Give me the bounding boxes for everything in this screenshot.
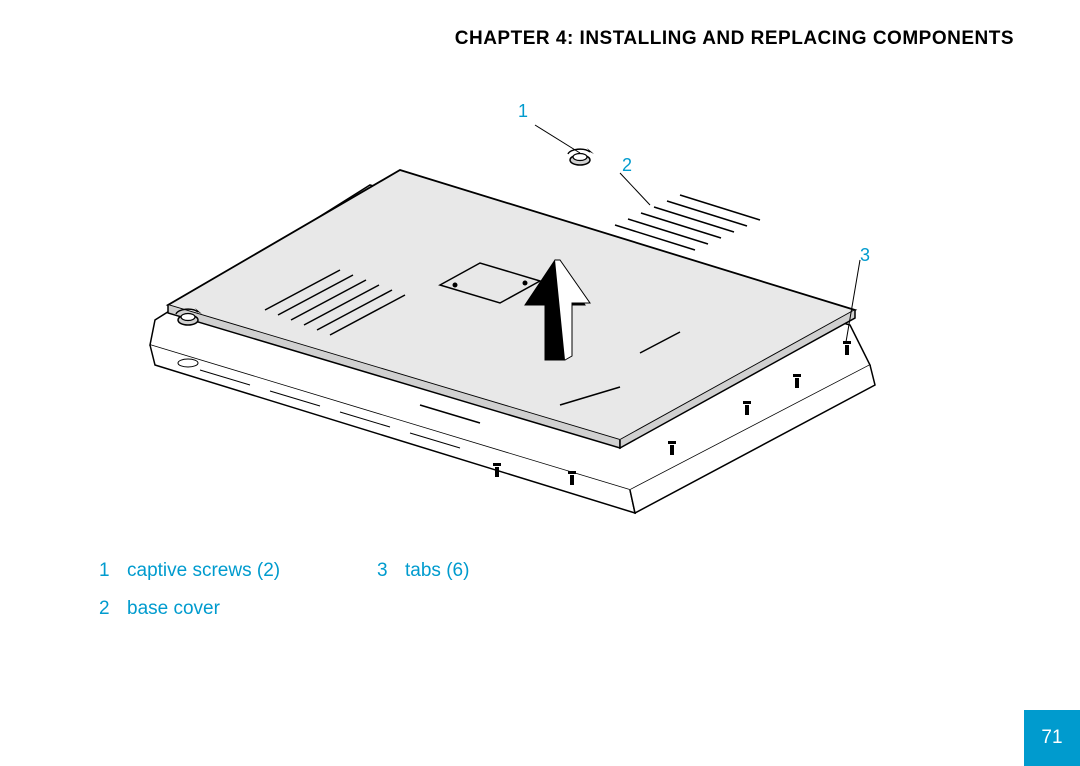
- legend-number: 1: [99, 553, 127, 589]
- legend-text: base cover: [127, 591, 377, 627]
- callout-1: 1: [518, 101, 528, 122]
- chapter-header: CHAPTER 4: INSTALLING AND REPLACING COMP…: [455, 28, 1014, 50]
- page-number: 71: [1041, 727, 1062, 749]
- legend-number: 3: [377, 553, 405, 589]
- captive-screw-icon: [568, 148, 594, 165]
- legend-text: captive screws (2): [127, 553, 377, 589]
- callout-3: 3: [860, 245, 870, 266]
- page-number-badge: 71: [1024, 710, 1080, 766]
- laptop-base-diagram: [140, 95, 900, 525]
- figure-diagram: 1 2 3: [140, 95, 900, 525]
- legend-text: tabs (6): [405, 553, 655, 589]
- legend-row: 2 base cover: [99, 591, 655, 627]
- legend-row: 1 captive screws (2) 3 tabs (6): [99, 553, 655, 589]
- legend-number: 2: [99, 591, 127, 627]
- figure-legend: 1 captive screws (2) 3 tabs (6) 2 base c…: [99, 553, 655, 629]
- callout-2: 2: [622, 155, 632, 176]
